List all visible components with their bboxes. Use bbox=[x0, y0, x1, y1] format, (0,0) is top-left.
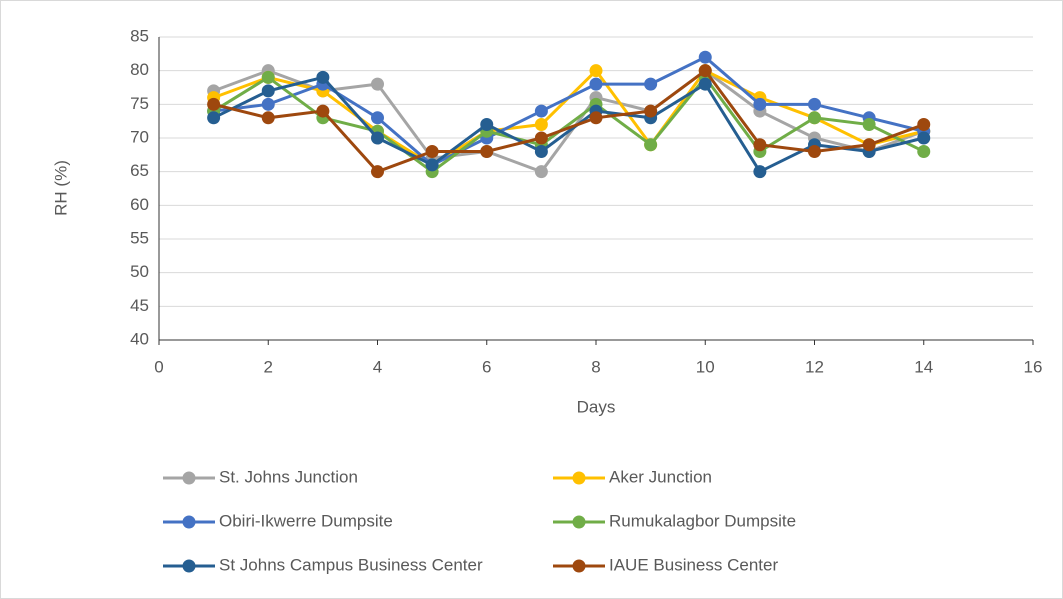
data-point bbox=[480, 118, 494, 132]
data-point bbox=[808, 144, 821, 158]
series-line bbox=[213, 68, 925, 174]
y-tick-label: 50 bbox=[130, 262, 149, 281]
data-point bbox=[371, 111, 384, 125]
data-point bbox=[644, 77, 658, 91]
x-tick-label: 14 bbox=[914, 357, 933, 376]
data-point bbox=[589, 64, 603, 78]
legend-marker bbox=[182, 559, 196, 573]
data-point bbox=[261, 111, 275, 125]
data-point bbox=[371, 165, 384, 179]
data-point bbox=[698, 64, 712, 78]
x-tick-label: 2 bbox=[264, 357, 273, 376]
legend-marker bbox=[572, 559, 586, 573]
legend-marker bbox=[182, 471, 196, 485]
y-tick-label: 55 bbox=[130, 228, 149, 247]
data-point bbox=[480, 144, 494, 158]
series-line bbox=[213, 55, 925, 167]
x-tick-label: 12 bbox=[805, 357, 824, 376]
data-point bbox=[917, 131, 931, 145]
data-point bbox=[534, 144, 548, 158]
data-point bbox=[589, 77, 603, 91]
y-tick-label: 85 bbox=[130, 26, 149, 45]
data-point bbox=[371, 77, 384, 91]
data-point bbox=[261, 97, 275, 111]
y-tick-label: 45 bbox=[130, 296, 149, 315]
data-point bbox=[534, 104, 548, 118]
data-point bbox=[917, 144, 931, 158]
data-point bbox=[698, 77, 712, 91]
y-tick-label: 80 bbox=[130, 60, 149, 79]
data-point bbox=[316, 70, 330, 84]
legend-label: St Johns Campus Business Center bbox=[219, 555, 483, 574]
data-point bbox=[753, 165, 767, 179]
data-point bbox=[698, 50, 712, 64]
data-point bbox=[425, 144, 439, 158]
data-point bbox=[207, 111, 221, 125]
data-point bbox=[808, 97, 821, 111]
data-point bbox=[261, 70, 275, 84]
x-axis-label: Days bbox=[577, 397, 616, 416]
data-point bbox=[808, 111, 821, 125]
x-tick-label: 10 bbox=[696, 357, 715, 376]
data-point bbox=[534, 131, 548, 145]
y-tick-label: 75 bbox=[130, 94, 149, 113]
legend-label: IAUE Business Center bbox=[609, 555, 778, 574]
data-point bbox=[753, 97, 767, 111]
data-point bbox=[425, 158, 439, 172]
data-point bbox=[589, 111, 603, 125]
data-point bbox=[371, 131, 384, 145]
data-point bbox=[917, 118, 931, 132]
y-tick-label: 60 bbox=[130, 195, 149, 214]
x-tick-label: 8 bbox=[591, 357, 600, 376]
data-point bbox=[207, 97, 221, 111]
data-point bbox=[862, 118, 876, 132]
y-axis-label: RH (%) bbox=[51, 160, 70, 216]
data-point bbox=[261, 84, 275, 98]
legend-marker bbox=[572, 515, 586, 529]
x-tick-label: 4 bbox=[373, 357, 382, 376]
data-point bbox=[644, 138, 658, 152]
data-point bbox=[534, 165, 548, 179]
data-point bbox=[644, 104, 658, 118]
x-tick-label: 0 bbox=[154, 357, 163, 376]
data-point bbox=[316, 104, 330, 118]
data-point bbox=[534, 118, 548, 132]
legend-label: Aker Junction bbox=[609, 467, 712, 486]
legend-marker bbox=[182, 515, 196, 529]
data-point bbox=[753, 138, 767, 152]
y-tick-label: 40 bbox=[130, 329, 149, 348]
legend-marker bbox=[572, 471, 586, 485]
y-tick-label: 70 bbox=[130, 127, 149, 146]
x-tick-label: 16 bbox=[1024, 357, 1043, 376]
y-tick-label: 65 bbox=[130, 161, 149, 180]
legend-label: St. Johns Junction bbox=[219, 467, 358, 486]
x-tick-label: 6 bbox=[482, 357, 491, 376]
legend-label: Obiri-Ikwerre Dumpsite bbox=[219, 511, 393, 530]
data-point bbox=[862, 138, 876, 152]
legend-label: Rumukalagbor Dumpsite bbox=[609, 511, 796, 530]
